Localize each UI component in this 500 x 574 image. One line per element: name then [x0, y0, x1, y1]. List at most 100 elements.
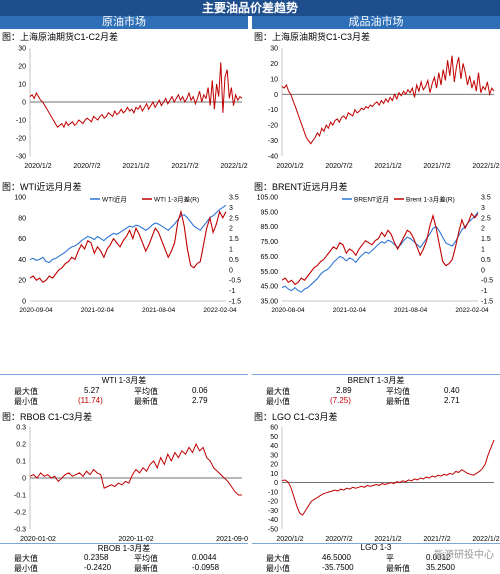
x-tick-label: 2020/1/2: [276, 163, 303, 170]
series-line: [29, 209, 227, 284]
x-tick-label: 2020/1/2: [24, 163, 51, 170]
rbob-min-label: 最小值: [14, 564, 38, 573]
rbob-avg-label: 平均值: [134, 554, 158, 563]
series-line: [29, 204, 227, 264]
lgo-stats-row2: 最小值 -35.7500 最新值 35.2500: [266, 563, 455, 574]
y-tick-label: 0: [274, 92, 278, 99]
rbob-title: 图：RBOB C1-C3月差: [2, 412, 93, 422]
x-tick-label: 2021-02-04: [333, 307, 367, 314]
rbob-avg-value: 0.0044: [192, 553, 217, 562]
lgo-stats-rule: [252, 543, 500, 544]
y2-tick-label: 0.5: [229, 257, 239, 264]
lgo-latest-label: 最新值: [386, 564, 410, 573]
y-tick-label: -20: [16, 136, 26, 143]
y-tick-label: 10: [270, 76, 278, 83]
brent-latest-label: 最新值: [386, 397, 410, 406]
lgo-title: 图：LGO C1-C3月差: [254, 412, 338, 422]
x-tick-label: 2020-11-02: [118, 536, 153, 543]
y-tick-label: -30: [268, 508, 278, 515]
x-tick-label: 2021-08-04: [142, 307, 176, 314]
y-tick-label: 50: [270, 434, 278, 441]
y1-tick-label: 80: [18, 215, 26, 222]
rbob-latest-label: 最新值: [134, 564, 158, 573]
lgo-latest-value: 35.2500: [426, 563, 455, 572]
y-tick-label: -0.3: [14, 527, 26, 534]
x-tick-label: 2022-02-04: [455, 307, 489, 314]
y-tick-label: -50: [268, 527, 278, 534]
y-tick-label: 30: [270, 452, 278, 459]
y2-tick-label: 2: [229, 226, 233, 233]
y-tick-label: -10: [268, 489, 278, 496]
y-tick-label: 30: [270, 46, 278, 53]
wti-latest-label: 最新值: [134, 397, 158, 406]
lgo-max-label: 最大值: [266, 554, 290, 563]
x-tick-label: 2021/1/2: [122, 163, 149, 170]
legend-label: Brent 1-3月差(R): [406, 195, 455, 204]
dashboard-title: 主要油品价差趋势: [0, 0, 500, 16]
brent-chart: 105.00 95.00 85.00 75.00 65.00 55.00 45.00 35.0…: [257, 195, 494, 315]
y-tick-label: 0.2: [16, 442, 26, 449]
y-tick-label: -10: [268, 107, 278, 114]
y2-tick-label: 1.5: [229, 236, 239, 243]
lgo-avg-value: 0.0012: [426, 553, 451, 562]
brent-title: 图：BRENT近远月月差: [254, 182, 348, 192]
y-tick-label: -20: [268, 123, 278, 130]
y-tick-label: -40: [268, 154, 278, 161]
brent-stats-title: BRENT 1-3月差: [347, 376, 405, 385]
brent-max-label: 最大值: [266, 387, 290, 396]
y2-tick-label: -1: [481, 288, 487, 295]
y2-tick-label: 2.5: [229, 215, 239, 222]
legend-label: BRENT近月: [354, 195, 389, 204]
brent-latest-value: 2.71: [444, 396, 460, 405]
wti-chart: 1008060402003.532.521.510.50-0.5-1-1.520…: [14, 195, 241, 315]
y1-tick-label: 20: [18, 278, 26, 285]
crude-section-header: 原油市场: [0, 16, 248, 29]
y-tick-label: 20: [270, 61, 278, 68]
y1-tick-label: 95.00: [260, 209, 278, 216]
y1-tick-label: 40: [18, 257, 26, 264]
wti-max-value: 5.27: [84, 386, 100, 395]
y2-tick-label: 1: [481, 247, 485, 254]
y1-tick-label: 45.00: [260, 284, 278, 291]
wti-latest-value: 2.79: [192, 396, 208, 405]
wti-title: 图：WTI近远月月差: [2, 182, 82, 192]
y2-tick-label: -1: [229, 288, 235, 295]
y2-tick-label: 3: [481, 205, 485, 212]
shfe-c1c3-title: 图：上海原油期货C1-C3月差: [254, 32, 371, 42]
brent-stats-rule: [252, 374, 500, 375]
wti-max-label: 最大值: [14, 387, 38, 396]
y-tick-label: 30: [18, 46, 26, 53]
rbob-stats-rule: [0, 543, 248, 544]
brent-avg-value: 0.40: [444, 386, 460, 395]
rbob-stats-title: RBOB 1-3月差: [97, 544, 151, 553]
y1-tick-label: 65.00: [260, 254, 278, 261]
lgo-stats-row1: 最大值 46.5000 平 0.0012: [266, 553, 450, 564]
x-tick-label: 2020/7/2: [325, 536, 352, 543]
brent-max-value: 2.89: [336, 386, 352, 395]
brent-min-label: 最小值: [266, 397, 290, 406]
series-line: [281, 212, 479, 286]
y1-tick-label: 75.00: [260, 239, 278, 246]
wti-stats-row2: 最小值 (11.74) 最新值 2.79: [14, 396, 208, 407]
x-tick-label: 2021/1/2: [374, 536, 401, 543]
rbob-stats-row1: 最大值 0.2358 平均值 0.0044: [14, 553, 216, 564]
y1-tick-label: 60: [18, 236, 26, 243]
y2-tick-label: -0.5: [481, 278, 493, 285]
y2-tick-label: -1.5: [481, 299, 493, 306]
x-tick-label: 2021/7/2: [423, 163, 450, 170]
rbob-panel: 图：RBOB C1-C3月差 0.3 0.2 0.1 0 -0.1 -0.2 -0.3 202…: [0, 410, 248, 545]
shfe-c1c3-panel: 图：上海原油期货C1-C3月差 30 20 10 0 -10 -20 -30 -40 2020/…: [252, 30, 500, 172]
y-tick-label: 0: [274, 480, 278, 487]
x-tick-label: 2022-02-04: [203, 307, 237, 314]
lgo-panel: 图：LGO C1-C3月差 60 50 40 30 20 10 0 -10 -20 -30 -40 -…: [252, 410, 500, 545]
y1-tick-label: 0: [22, 299, 26, 306]
series-line: [29, 442, 242, 496]
rbob-max-label: 最大值: [14, 554, 38, 563]
brent-min-value: (7.25): [330, 396, 351, 405]
y2-tick-label: 0: [229, 267, 233, 274]
sc-c1c2-chart: 30 20 10 0 -10 -20 -30 2020/1/2 2020/7/2 2021/1/2…: [16, 46, 248, 171]
y2-tick-label: -0.5: [229, 278, 241, 285]
y2-tick-label: 2.5: [481, 215, 491, 222]
rbob-chart: 0.3 0.2 0.1 0 -0.1 -0.2 -0.3 2020-01-02 2020-11-…: [14, 425, 248, 544]
y1-tick-label: 55.00: [260, 269, 278, 276]
